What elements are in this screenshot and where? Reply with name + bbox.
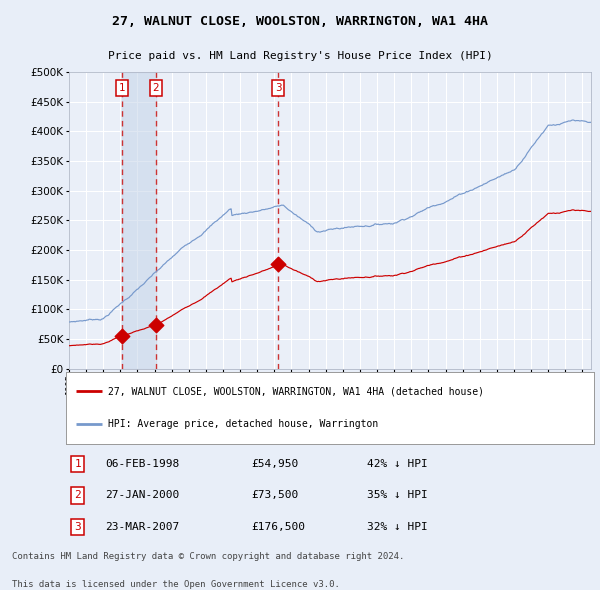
- Text: 32% ↓ HPI: 32% ↓ HPI: [367, 522, 428, 532]
- Text: Price paid vs. HM Land Registry's House Price Index (HPI): Price paid vs. HM Land Registry's House …: [107, 51, 493, 61]
- Text: 3: 3: [275, 83, 281, 93]
- Text: 35% ↓ HPI: 35% ↓ HPI: [367, 490, 428, 500]
- Text: 06-FEB-1998: 06-FEB-1998: [106, 460, 180, 469]
- Text: 1: 1: [119, 83, 125, 93]
- Point: [151, 320, 161, 330]
- Text: £73,500: £73,500: [251, 490, 298, 500]
- Text: 27, WALNUT CLOSE, WOOLSTON, WARRINGTON, WA1 4HA: 27, WALNUT CLOSE, WOOLSTON, WARRINGTON, …: [112, 15, 488, 28]
- Text: 42% ↓ HPI: 42% ↓ HPI: [367, 460, 428, 469]
- Bar: [122, 72, 156, 369]
- Text: £54,950: £54,950: [251, 460, 298, 469]
- Text: 23-MAR-2007: 23-MAR-2007: [106, 522, 180, 532]
- Text: Contains HM Land Registry data © Crown copyright and database right 2024.: Contains HM Land Registry data © Crown c…: [12, 552, 404, 561]
- Point: [117, 332, 127, 341]
- Point: [274, 259, 283, 268]
- Text: 27, WALNUT CLOSE, WOOLSTON, WARRINGTON, WA1 4HA (detached house): 27, WALNUT CLOSE, WOOLSTON, WARRINGTON, …: [108, 386, 484, 396]
- Text: £176,500: £176,500: [251, 522, 305, 532]
- Text: 1: 1: [74, 460, 81, 469]
- Text: 27-JAN-2000: 27-JAN-2000: [106, 490, 180, 500]
- Text: HPI: Average price, detached house, Warrington: HPI: Average price, detached house, Warr…: [108, 419, 379, 430]
- Text: 2: 2: [152, 83, 159, 93]
- Text: 3: 3: [74, 522, 81, 532]
- Text: 2: 2: [74, 490, 81, 500]
- Text: This data is licensed under the Open Government Licence v3.0.: This data is licensed under the Open Gov…: [12, 581, 340, 589]
